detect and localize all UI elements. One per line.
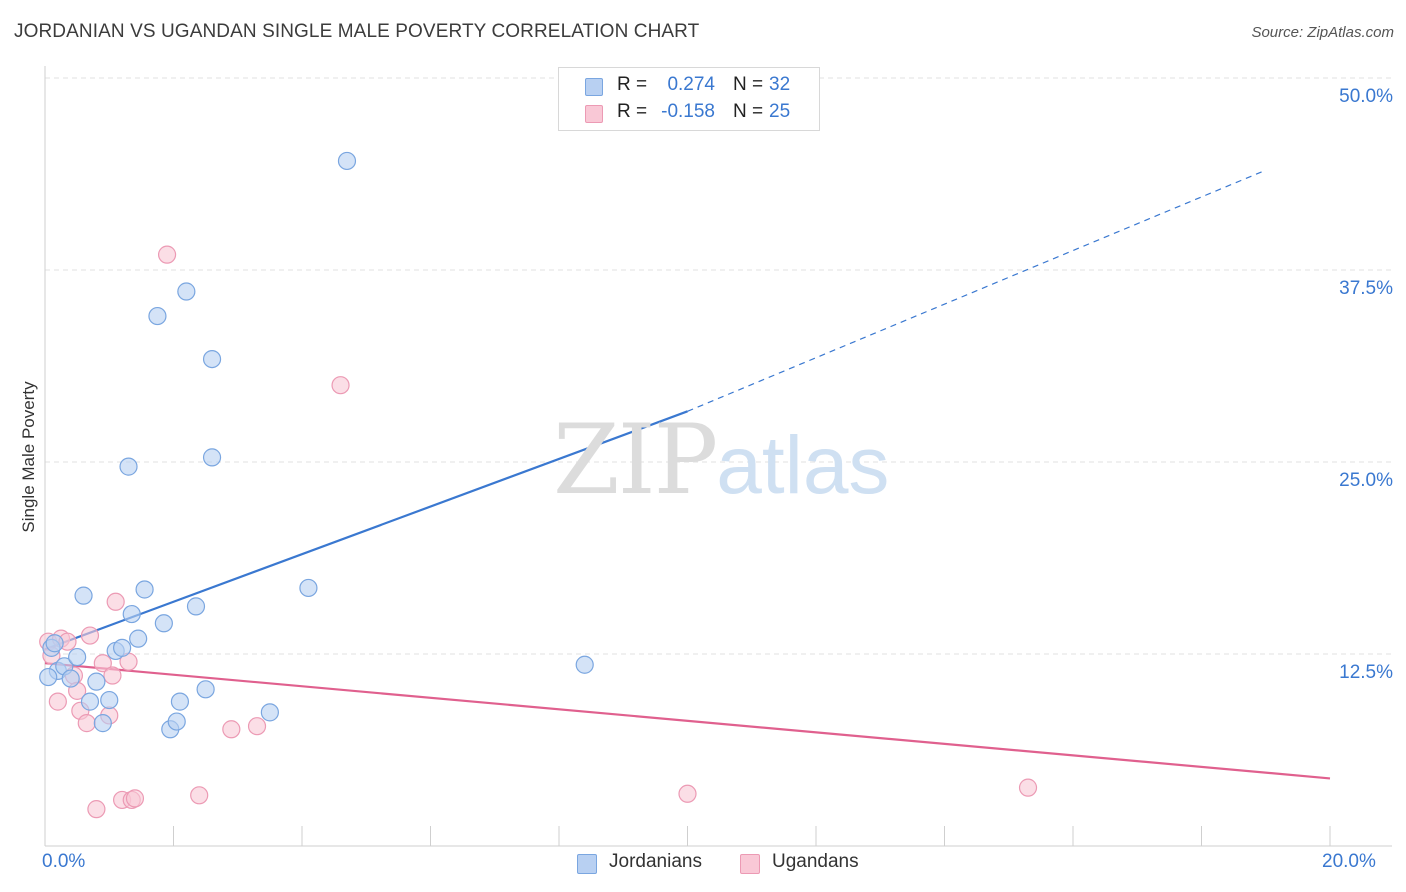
point-jordanians-11 [112,638,132,657]
point-jordanians-14 [135,580,154,599]
point-jordanians-30 [39,667,58,687]
point-jordanians-7 [87,672,106,691]
point-jordanians-20 [170,692,190,711]
point-jordanians-16 [148,306,167,326]
point-ugandans-10 [87,800,106,819]
legend-n-label: N = [733,101,764,122]
y-axis-label: Single Male Poverty [19,381,38,533]
point-jordanians-15 [119,457,138,476]
point-jordanians-8 [93,714,112,733]
y-tick-label: 50.0% [1339,86,1393,107]
legend-swatch-jordanians [577,854,597,874]
point-ugandans-8 [77,714,96,733]
point-jordanians-3 [61,669,80,688]
trend-line-jordanians [44,410,688,651]
legend-r-value: 0.274 [667,74,715,95]
point-ugandans-11 [93,654,112,673]
point-jordanians-27 [299,578,318,598]
point-ugandans-21 [222,720,241,739]
legend-swatch-jordanians [585,78,603,96]
point-ugandans-22 [247,717,267,736]
source-label: Source: ZipAtlas.com [1251,24,1394,41]
axes [44,66,1392,847]
grid-lines [45,77,1392,655]
point-ugandans-23 [331,376,350,395]
point-jordanians-4 [68,647,87,667]
point-jordanians-21 [177,282,196,301]
legend-label-ugandans: Ugandans [772,851,859,872]
point-ugandans-20 [190,786,209,805]
watermark-zip: ZIP [553,404,718,516]
point-jordanians-17 [154,614,173,633]
legend-n-label: N = [733,74,764,95]
point-ugandans-14 [106,592,125,611]
watermark: ZIPatlas [553,404,889,516]
legend-label-jordanians: Jordanians [609,851,702,872]
point-jordanians-31 [45,634,64,653]
point-jordanians-9 [100,690,119,710]
x-tick-label-max: 20.0% [1322,851,1376,872]
point-jordanians-29 [575,655,594,674]
point-jordanians-25 [202,349,222,369]
chart-title: JORDANIAN VS UGANDAN SINGLE MALE POVERTY… [14,21,700,42]
legend-r-value: -0.158 [661,101,715,122]
data-points [39,151,1038,819]
stats-legend: R = 0.274 N = 32 R = -0.158 N = 25 [558,67,820,131]
point-jordanians-6 [80,692,100,711]
legend-r-label: R = [617,74,648,95]
trend-extension-jordanians [687,169,1266,412]
point-jordanians-13 [129,629,148,648]
point-jordanians-5 [74,586,93,605]
point-jordanians-22 [186,597,206,616]
point-jordanians-28 [337,151,357,171]
point-ugandans-25 [1018,778,1038,797]
y-tick-label: 37.5% [1339,278,1393,299]
trend-lines [44,169,1331,780]
point-ugandans-9 [80,626,100,645]
legend-swatch-ugandans [740,854,760,874]
point-ugandans-19 [157,245,177,264]
y-tick-label: 25.0% [1339,470,1393,491]
point-ugandans-2 [48,692,67,711]
point-ugandans-13 [103,666,122,685]
point-ugandans-18 [125,789,145,808]
point-jordanians-23 [196,680,215,699]
legend-r-label: R = [617,101,648,122]
point-jordanians-24 [202,448,222,467]
watermark-atlas: atlas [716,420,890,511]
y-tick-label: 12.5% [1339,662,1393,683]
x-tick-label-min: 0.0% [42,851,86,872]
point-jordanians-12 [122,604,141,624]
trend-line-ugandans [44,662,1331,780]
legend-n-value: 25 [769,101,791,122]
point-ugandans-24 [678,784,697,803]
legend-n-value: 32 [769,74,791,95]
point-jordanians-26 [260,703,279,722]
point-jordanians-19 [167,712,186,731]
legend-swatch-ugandans [585,105,603,123]
